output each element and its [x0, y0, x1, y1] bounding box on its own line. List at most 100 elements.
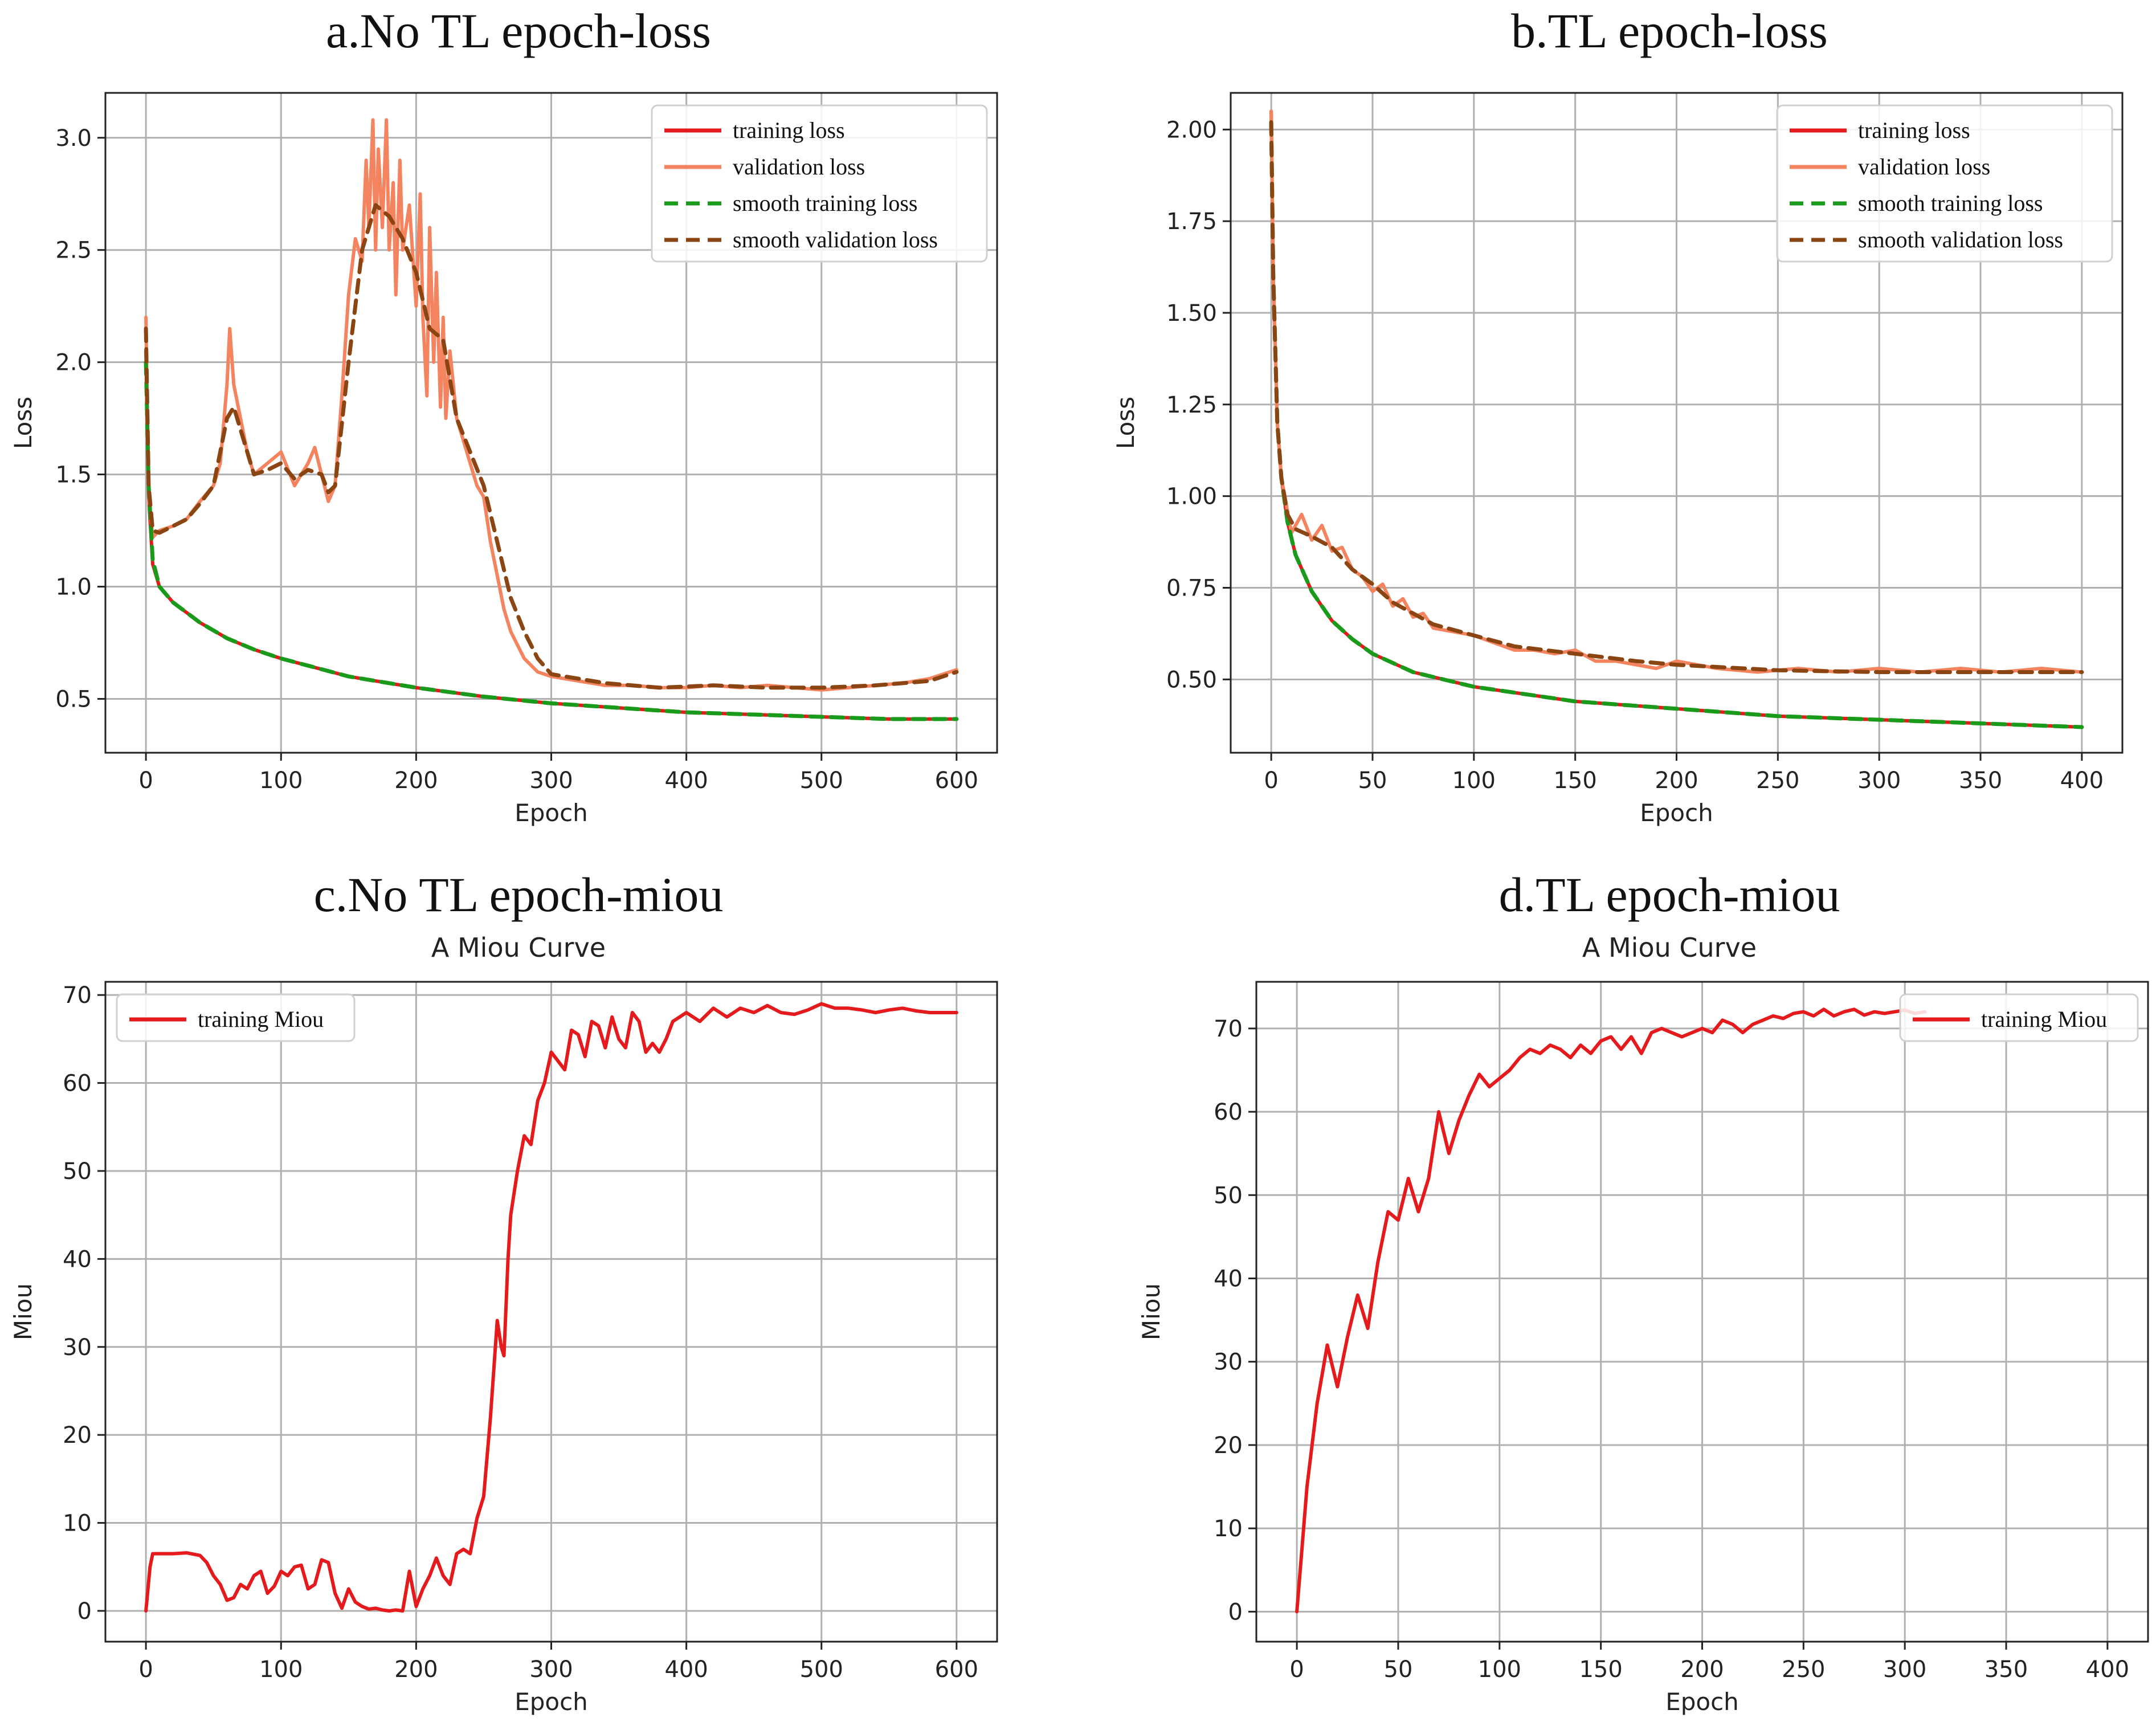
x-tick-label: 350: [1984, 1656, 2028, 1683]
legend: training loss validation loss smooth train…: [1776, 104, 2113, 263]
x-tick-label: 600: [935, 1656, 978, 1683]
x-tick-label: 250: [1782, 1656, 1825, 1683]
x-tick-label: 350: [1959, 768, 2002, 794]
x-tick-label: 100: [259, 1656, 303, 1683]
x-tick-label: 400: [2086, 1656, 2129, 1683]
legend: training Miou: [116, 993, 356, 1042]
legend-box: [1776, 104, 2113, 263]
y-tick-label: 2.00: [1166, 117, 1217, 143]
x-tick-label: 300: [529, 768, 573, 794]
x-axis-label: Epoch: [1640, 799, 1713, 827]
x-tick-label: 200: [1655, 768, 1698, 794]
panel-d-title: d.TL epoch-miou: [1498, 867, 1840, 922]
x-tick-label: 400: [664, 1656, 708, 1683]
y-tick-label: 30: [1214, 1349, 1243, 1376]
legend-label: training loss: [1858, 117, 1970, 143]
series-line-smooth-validation-loss: [1269, 120, 2084, 674]
panel-c-title: c.No TL epoch-miou: [313, 867, 724, 922]
y-tick-label: 30: [63, 1335, 92, 1361]
legend-label: smooth validation loss: [733, 227, 938, 252]
y-tick-label: 0: [1228, 1599, 1243, 1625]
y-tick-label: 0.75: [1166, 576, 1217, 602]
series-line-smooth-validation-loss: [144, 203, 959, 690]
y-tick-label: 1.50: [1166, 300, 1217, 327]
y-tick-label: 1.75: [1166, 209, 1217, 235]
legend-label: validation loss: [1858, 154, 1990, 179]
y-tick-label: 3.0: [55, 125, 92, 152]
legend-label: training loss: [733, 117, 845, 143]
x-axis-label: Epoch: [514, 1688, 588, 1716]
legend-label: smooth training loss: [1858, 190, 2043, 216]
series-line-smooth-training-loss: [1269, 120, 2084, 729]
x-tick-label: 100: [259, 768, 303, 794]
legend-box: [651, 104, 988, 263]
panel-a-title: a.No TL epoch-loss: [326, 3, 711, 58]
y-tick-label: 2.5: [55, 238, 92, 264]
x-tick-label: 400: [664, 768, 708, 794]
x-tick-label: 200: [394, 1656, 438, 1683]
legend-box: [116, 993, 356, 1042]
panel-c-subtitle: A Miou Curve: [431, 932, 606, 963]
series-line-smooth-training-loss: [144, 360, 959, 721]
y-tick-label: 0.5: [55, 686, 92, 712]
y-tick-label: 60: [1214, 1099, 1243, 1125]
chart-a: 0 100 200 300 400 500 600 0.5 1.0 1.5 2.0 2.5 3.0 Epo…: [9, 92, 998, 827]
legend-box: [1899, 993, 2139, 1042]
legend-label: smooth validation loss: [1858, 227, 2063, 252]
x-tick-label: 50: [1358, 768, 1387, 794]
y-tick-label: 1.5: [55, 462, 92, 488]
legend-label: smooth training loss: [733, 190, 917, 216]
y-tick-label: 10: [1214, 1516, 1243, 1542]
y-axis-label: Loss: [9, 397, 37, 449]
legend-label: validation loss: [733, 154, 865, 179]
series-line-training-miou: [144, 1002, 958, 1613]
y-tick-label: 60: [63, 1071, 92, 1097]
y-tick-label: 70: [63, 982, 92, 1009]
x-tick-label: 50: [1384, 1656, 1413, 1683]
y-tick-label: 20: [63, 1422, 92, 1448]
y-tick-label: 70: [1214, 1016, 1243, 1042]
x-tick-label: 0: [1264, 768, 1278, 794]
legend-label: training Miou: [198, 1006, 324, 1032]
x-tick-label: 250: [1756, 768, 1799, 794]
y-tick-label: 40: [63, 1246, 92, 1272]
y-tick-label: 20: [1214, 1433, 1243, 1459]
y-tick-label: 10: [63, 1511, 92, 1537]
x-tick-label: 0: [138, 768, 153, 794]
panel-b-title: b.TL epoch-loss: [1511, 3, 1828, 58]
x-tick-label: 100: [1452, 768, 1496, 794]
legend: training loss validation loss smooth train…: [651, 104, 988, 263]
x-tick-label: 600: [935, 768, 978, 794]
x-tick-label: 400: [2060, 768, 2104, 794]
panel-d-subtitle: A Miou Curve: [1582, 932, 1757, 963]
y-tick-label: 1.0: [55, 574, 92, 601]
chart-c: 0 100 200 300 400 500 600 0 10 20 30 40 50 60 70 Epoch M…: [9, 981, 998, 1716]
y-tick-label: 1.00: [1166, 484, 1217, 510]
y-tick-label: 50: [63, 1158, 92, 1185]
x-tick-label: 200: [394, 768, 438, 794]
y-tick-label: 40: [1214, 1266, 1243, 1292]
legend: training Miou: [1899, 993, 2139, 1042]
legend-label: training Miou: [1981, 1006, 2107, 1032]
x-tick-label: 100: [1478, 1656, 1521, 1683]
x-axis-label: Epoch: [1665, 1688, 1739, 1716]
y-axis-label: Miou: [9, 1283, 37, 1340]
x-tick-label: 500: [800, 1656, 843, 1683]
x-tick-label: 300: [1883, 1656, 1926, 1683]
series-line-training-miou: [1295, 1007, 1927, 1614]
y-axis-label: Miou: [1137, 1283, 1165, 1340]
x-tick-label: 200: [1680, 1656, 1724, 1683]
x-tick-label: 150: [1553, 768, 1596, 794]
y-tick-label: 50: [1214, 1182, 1243, 1209]
x-tick-label: 0: [138, 1656, 153, 1683]
x-tick-label: 300: [529, 1656, 573, 1683]
x-axis-label: Epoch: [514, 799, 588, 827]
y-tick-label: 0: [77, 1598, 92, 1625]
x-tick-label: 0: [1289, 1656, 1304, 1683]
y-tick-label: 2.0: [55, 350, 92, 376]
chart-b: 0 50 100 150 200 250 300 350 400 0.50 0.75 1.00 1.25…: [1112, 92, 2124, 827]
x-tick-label: 500: [800, 768, 843, 794]
x-tick-label: 150: [1579, 1656, 1622, 1683]
x-tick-label: 300: [1857, 768, 1901, 794]
